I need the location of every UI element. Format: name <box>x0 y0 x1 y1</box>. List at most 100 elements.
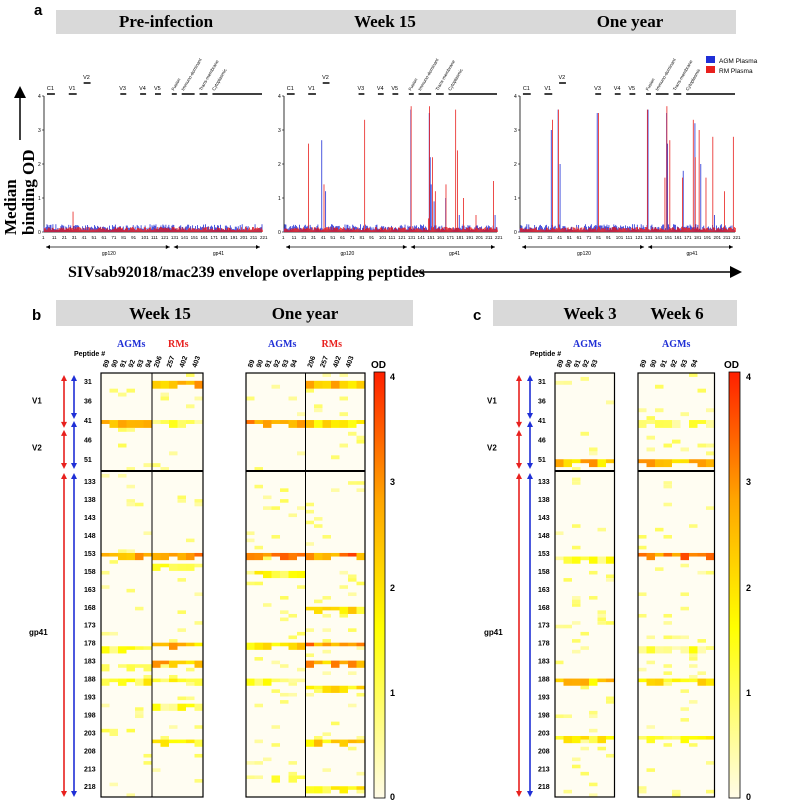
heat-cell <box>177 610 186 614</box>
animal-id: 89 <box>639 359 648 369</box>
heat-cell <box>288 692 297 697</box>
heat-cell <box>254 552 263 561</box>
heat-cell <box>109 728 118 736</box>
heat-cell <box>297 642 306 650</box>
heat-cell <box>689 653 698 658</box>
heat-cell <box>697 570 706 575</box>
heat-cell <box>597 617 606 622</box>
heat-cell <box>152 739 161 744</box>
heat-cell <box>646 678 655 686</box>
heat-cell <box>580 678 589 686</box>
ylabel-line2: binding OD <box>19 149 38 235</box>
heat-cell <box>246 531 255 536</box>
heat-cell <box>597 621 606 625</box>
peptide-label: 36 <box>84 398 92 405</box>
heat-cell <box>160 552 169 561</box>
heat-cell <box>663 635 672 640</box>
heat-cell <box>194 753 203 758</box>
heat-cell <box>356 739 365 744</box>
heat-cell <box>194 499 203 503</box>
x-tick-label: 81 <box>121 235 127 240</box>
heat-cell <box>331 420 340 428</box>
heat-cell <box>339 412 348 417</box>
x-tick-label: 101 <box>141 235 149 240</box>
heat-cell <box>331 642 340 647</box>
animal-id: 91 <box>119 359 128 369</box>
heat-cell <box>314 599 323 604</box>
animal-id: 402 <box>179 355 190 368</box>
x-tick-label: 201 <box>476 235 484 240</box>
heat-cell <box>589 556 598 564</box>
x-tick-label: 211 <box>250 235 258 240</box>
heat-cell <box>118 420 127 428</box>
heat-cell <box>169 552 178 557</box>
heat-cell <box>118 664 127 668</box>
heat-cell <box>356 660 365 668</box>
heat-cell <box>646 447 655 452</box>
heat-cell <box>663 621 672 625</box>
heat-cell <box>126 664 135 672</box>
heat-cell <box>655 552 664 557</box>
group-oy-agm: AGMs <box>268 339 296 350</box>
heat-cell <box>339 443 348 448</box>
x-tick-label: 31 <box>72 235 78 240</box>
heat-cell <box>589 735 598 744</box>
region-label-5: V5 <box>628 86 635 92</box>
colorbar-tick-0: 0 <box>746 792 751 802</box>
animal-id: 93 <box>680 359 689 369</box>
heat-cell <box>152 463 161 468</box>
heat-cell <box>589 570 598 575</box>
heat-cell <box>348 552 357 557</box>
heat-cell <box>655 420 664 428</box>
heat-cell <box>314 606 323 614</box>
y-tick-label: 1 <box>514 196 517 202</box>
heat-cell <box>263 506 272 510</box>
heat-cell <box>646 635 655 640</box>
peptide-header-c: Peptide # <box>530 351 561 358</box>
heat-cell <box>672 735 681 740</box>
heat-cell <box>680 646 689 654</box>
heat-cell <box>186 538 195 543</box>
heat-cell <box>689 373 698 377</box>
heat-cell <box>126 552 135 561</box>
heat-cell <box>152 678 161 683</box>
heat-cell <box>280 420 289 424</box>
heat-cell <box>339 396 348 401</box>
heat-cell <box>263 552 272 557</box>
heat-cell <box>356 435 365 440</box>
animal-id: 257 <box>320 355 331 368</box>
y-tick-label: 4 <box>514 94 517 100</box>
heat-cell <box>177 420 186 428</box>
x-tick-label: 191 <box>230 235 238 240</box>
heat-cell <box>280 692 289 697</box>
animals-oy-agm: 89 90 91 92 93 94 <box>247 359 299 369</box>
heat-cell <box>177 578 186 582</box>
heat-cell <box>169 639 178 643</box>
heat-cell <box>280 488 289 492</box>
heat-cell <box>314 685 323 690</box>
peptide-label: 178 <box>84 641 96 648</box>
heat-cell <box>680 563 689 568</box>
heat-cell <box>288 513 297 518</box>
heat-cell <box>135 707 144 711</box>
heat-cell <box>186 667 195 672</box>
heat-cell <box>697 388 706 393</box>
heat-cell <box>135 606 144 611</box>
heat-cell <box>646 735 655 744</box>
colorbar-tick-2: 2 <box>746 583 751 593</box>
heat-cell <box>160 396 169 401</box>
heat-cell <box>339 570 348 575</box>
region-label-3: V3 <box>357 86 364 92</box>
region-label-6: Fusion <box>170 77 181 92</box>
group-w15-agm: AGMs <box>117 339 145 350</box>
heat-cell <box>101 664 110 672</box>
heat-cell <box>580 735 589 740</box>
heat-cell <box>606 735 615 740</box>
heat-cell <box>589 447 598 452</box>
x-tick-label: 51 <box>567 235 573 240</box>
heat-cell <box>680 552 689 561</box>
heat-cell <box>597 678 606 683</box>
heat-cell <box>305 520 314 525</box>
y-tick-label: 4 <box>278 94 281 100</box>
heat-cell <box>177 703 186 711</box>
